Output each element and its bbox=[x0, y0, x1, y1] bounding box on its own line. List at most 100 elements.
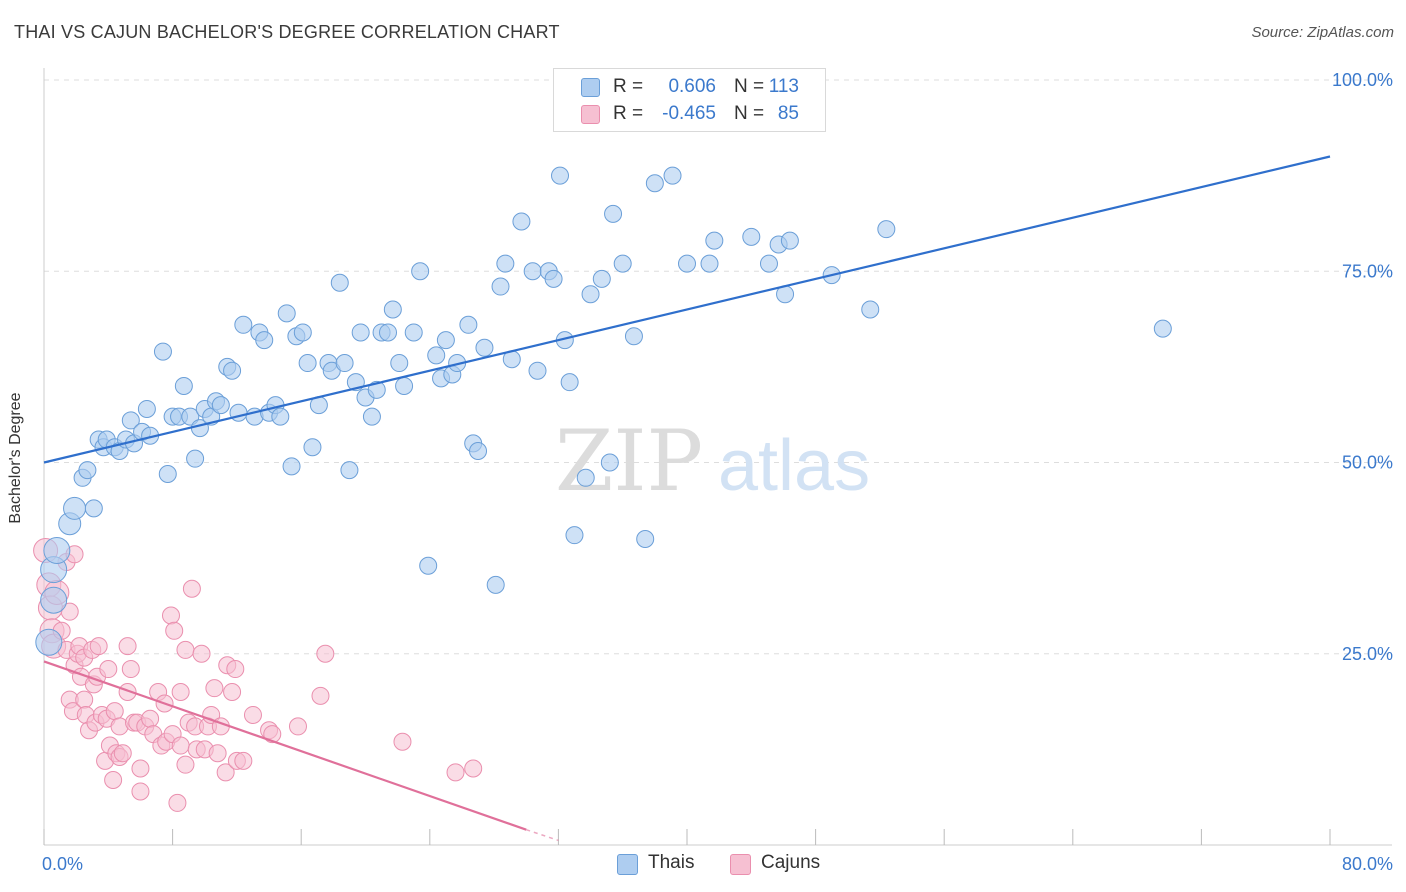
cajun-point bbox=[234, 751, 253, 770]
cajun-point bbox=[182, 579, 201, 598]
y-tick-label: 50.0% bbox=[1342, 453, 1393, 473]
thai-point bbox=[419, 556, 438, 575]
cajun-point bbox=[288, 717, 307, 736]
thai-point bbox=[604, 204, 623, 223]
thai-point bbox=[255, 331, 274, 350]
legend-swatch-cajun bbox=[581, 105, 600, 124]
thai-point bbox=[153, 342, 172, 361]
thai-point bbox=[705, 231, 724, 250]
cajun-point bbox=[464, 759, 483, 778]
thai-point bbox=[277, 304, 296, 323]
thai-point bbox=[379, 323, 398, 342]
cajun-point bbox=[176, 755, 195, 774]
thai-point bbox=[491, 277, 510, 296]
thai-point bbox=[645, 174, 664, 193]
legend-r-label: R = bbox=[613, 103, 644, 124]
thai-point bbox=[303, 438, 322, 457]
legend-r-value: -0.465 bbox=[662, 103, 716, 124]
cajun-point bbox=[89, 637, 108, 656]
thai-point bbox=[63, 496, 87, 520]
thai-point bbox=[234, 315, 253, 334]
thai-point bbox=[293, 323, 312, 342]
thai-point bbox=[121, 411, 140, 430]
thai-point bbox=[560, 373, 579, 392]
thai-point bbox=[523, 262, 542, 281]
thai-point bbox=[600, 453, 619, 472]
correlation-legend: R = 0.606 N = 113 R = -0.465 N = 85 bbox=[553, 68, 826, 132]
cajun-point bbox=[176, 640, 195, 659]
cajun-point bbox=[168, 793, 187, 812]
x-tick-label: 80.0% bbox=[1342, 854, 1393, 874]
thai-point bbox=[181, 407, 200, 426]
legend-n-value: 113 bbox=[768, 76, 799, 97]
thai-point bbox=[367, 380, 386, 399]
bottom-legend-swatch-thais bbox=[617, 854, 638, 875]
thai-point bbox=[544, 269, 563, 288]
thai-point bbox=[469, 442, 488, 461]
thai-point bbox=[411, 262, 430, 281]
thai-point bbox=[861, 300, 880, 319]
thai-trendline bbox=[43, 155, 1331, 464]
cajun-point bbox=[205, 679, 224, 698]
watermark-zip: ZIP bbox=[555, 412, 703, 510]
thai-point bbox=[512, 212, 531, 231]
bottom-legend-swatch-cajuns bbox=[730, 854, 751, 875]
thai-point bbox=[1153, 319, 1172, 338]
thai-points bbox=[35, 166, 1172, 656]
cajun-point bbox=[216, 763, 235, 782]
trendlines bbox=[43, 155, 1331, 842]
thai-point bbox=[84, 499, 103, 518]
thai-point bbox=[282, 457, 301, 476]
thai-point bbox=[576, 468, 595, 487]
thai-point bbox=[581, 285, 600, 304]
thai-point bbox=[395, 377, 414, 395]
thai-point bbox=[551, 166, 570, 185]
thai-point bbox=[335, 354, 354, 373]
thai-point bbox=[186, 449, 205, 468]
cajun-trendline-extension bbox=[526, 828, 559, 842]
thai-point bbox=[565, 526, 584, 545]
legend-row-cajun: R = -0.465 N = 85 bbox=[554, 100, 825, 128]
thai-point bbox=[271, 407, 290, 426]
thai-point bbox=[742, 227, 761, 246]
thai-point bbox=[780, 231, 799, 250]
thai-point bbox=[158, 464, 177, 483]
cajun-point bbox=[223, 683, 242, 701]
thai-point bbox=[340, 461, 359, 480]
chart-title: THAI VS CAJUN BACHELOR'S DEGREE CORRELAT… bbox=[14, 22, 560, 42]
tick-labels: 25.0% 50.0% 75.0% 100.0% 0.0% 80.0% bbox=[42, 70, 1393, 874]
cajun-point bbox=[171, 736, 190, 755]
thai-point bbox=[427, 346, 446, 365]
cajun-point bbox=[208, 744, 227, 763]
cajun-trendline bbox=[43, 660, 527, 831]
thai-point bbox=[759, 254, 778, 273]
thai-point bbox=[298, 354, 317, 373]
y-tick-label: 75.0% bbox=[1342, 261, 1393, 281]
thai-point bbox=[174, 377, 193, 395]
cajun-point bbox=[226, 660, 245, 679]
x-tick-label: 0.0% bbox=[42, 854, 83, 874]
cajun-point bbox=[171, 683, 190, 701]
thai-point bbox=[459, 315, 478, 334]
y-tick-label: 25.0% bbox=[1342, 644, 1393, 664]
cajun-point bbox=[192, 644, 211, 663]
cajun-point bbox=[121, 660, 140, 679]
bottom-legend-label-thais: Thais bbox=[648, 852, 695, 873]
cajun-point bbox=[131, 759, 150, 778]
thai-point bbox=[528, 361, 547, 380]
cajun-point bbox=[118, 683, 137, 701]
cajun-point bbox=[131, 782, 150, 801]
legend-n-label: N = bbox=[734, 103, 765, 124]
y-tick-label: 100.0% bbox=[1332, 70, 1393, 90]
cajun-point bbox=[75, 690, 94, 709]
thai-point bbox=[137, 399, 156, 418]
thai-point bbox=[636, 530, 655, 548]
y-axis-label: Bachelor's Degree bbox=[7, 392, 24, 524]
cajun-point bbox=[141, 709, 160, 728]
cajun-point bbox=[118, 637, 137, 656]
thai-point bbox=[351, 323, 370, 342]
thai-point bbox=[383, 300, 402, 319]
thai-point bbox=[877, 220, 896, 239]
gridlines bbox=[44, 79, 1392, 655]
